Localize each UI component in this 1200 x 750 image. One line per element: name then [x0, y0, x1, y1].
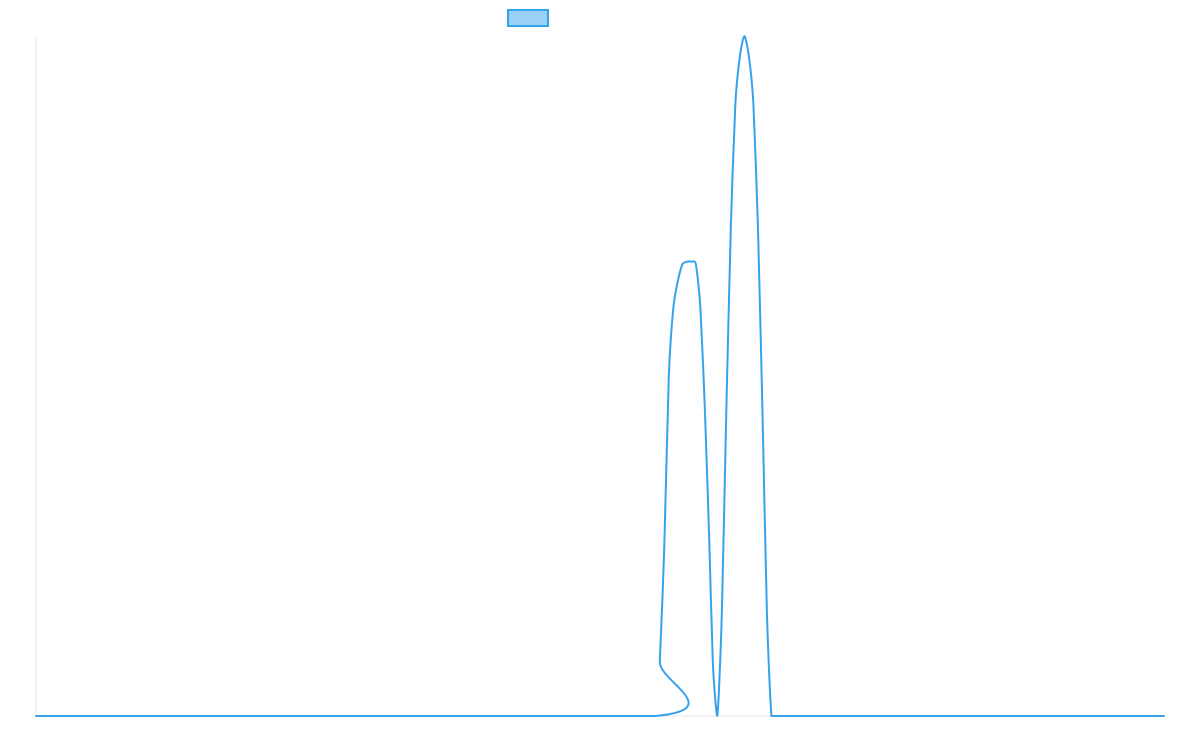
- series-layer: [35, 35, 1165, 718]
- legend[interactable]: [507, 9, 549, 27]
- legend-swatch[interactable]: [507, 9, 549, 27]
- axes: [35, 36, 1164, 717]
- series-line-0: [35, 35, 1165, 718]
